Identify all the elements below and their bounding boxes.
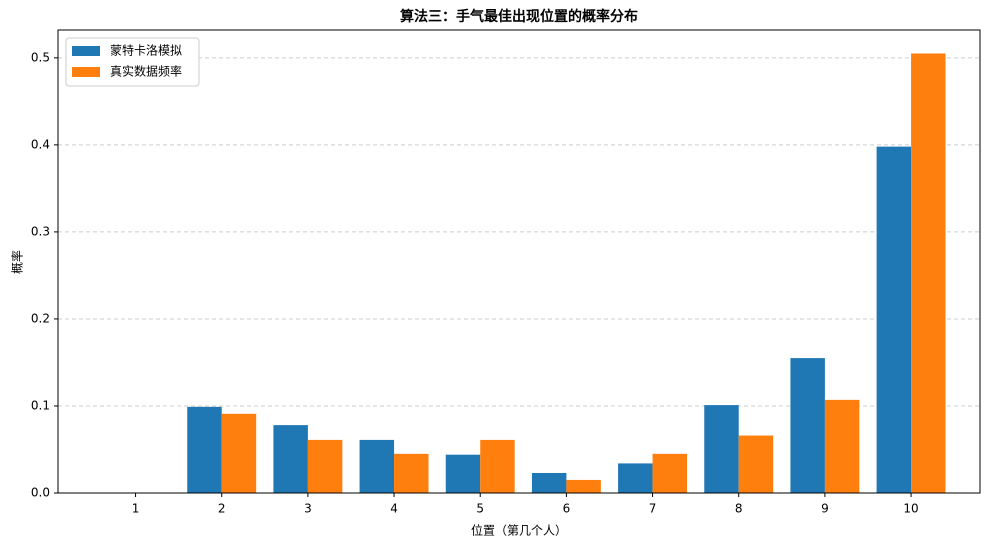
y-tick-label: 0.4 [31,137,50,151]
bar [359,439,395,493]
bar [480,439,515,493]
bar [566,479,601,493]
x-tick-label: 1 [132,502,140,516]
x-tick-label: 5 [476,502,484,516]
bar [445,454,481,493]
y-tick-label: 0.3 [31,224,50,238]
x-tick-label: 9 [821,502,829,516]
bar [876,146,912,493]
bar [911,53,946,494]
legend-label: 真实数据频率 [110,64,182,79]
y-axis-label: 概率 [10,250,25,274]
chart-title: 算法三：手气最佳出现位置的概率分布 [400,8,638,25]
x-tick-label: 2 [218,502,226,516]
legend-swatch [72,46,100,56]
bar [824,399,860,493]
y-tick-label: 0.1 [31,398,50,412]
bar [790,358,825,493]
bar [618,463,653,493]
legend-label: 蒙特卡洛模拟 [110,43,182,58]
x-tick-label: 8 [735,502,743,516]
bar [738,435,774,493]
legend-swatch [72,67,100,77]
bar [652,453,688,493]
x-tick-label: 3 [304,502,312,516]
bar [273,425,308,493]
bar [221,413,257,493]
bar [704,405,739,493]
x-tick-label: 6 [563,502,571,516]
x-tick-label: 4 [390,502,398,516]
bar [307,439,343,493]
y-tick-label: 0.5 [31,50,50,64]
y-tick-label: 0.2 [31,311,50,325]
bar [531,472,567,493]
bar [187,406,222,493]
y-tick-label: 0.0 [31,486,50,500]
x-tick-label: 7 [649,502,657,516]
bar [394,453,429,493]
x-axis-label: 位置（第几个人） [471,523,567,538]
x-tick-label: 10 [903,502,918,516]
plot-frame [57,29,981,494]
